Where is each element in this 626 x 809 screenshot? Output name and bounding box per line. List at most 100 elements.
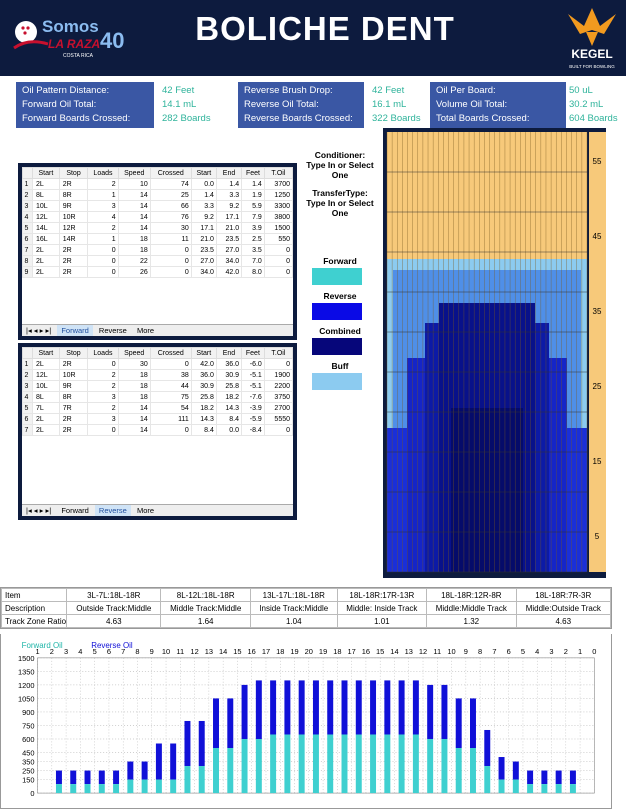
table-cell[interactable]: 10R	[58, 211, 89, 223]
table-cell[interactable]: 10L	[32, 200, 60, 212]
table-cell[interactable]: 1.4	[215, 178, 243, 190]
table-cell[interactable]: 3.3	[215, 189, 243, 201]
table-row[interactable]: 8 2L 2R 0 22 0 27.0 34.0 7.0 0	[22, 255, 294, 267]
table-cell[interactable]: 8.0	[241, 266, 265, 278]
table-cell[interactable]: 0	[263, 266, 294, 278]
table-cell[interactable]: 1	[87, 189, 119, 201]
table-cell[interactable]: 0.0	[190, 178, 217, 190]
table-cell[interactable]: 27.0	[190, 255, 217, 267]
table-cell[interactable]: 8.4	[190, 424, 217, 436]
table-cell[interactable]: 1.9	[241, 189, 265, 201]
table-cell[interactable]: 14	[117, 413, 151, 425]
table-row[interactable]: 9 2L 2R 0 26 0 34.0 42.0 8.0 0	[22, 266, 294, 278]
table-cell[interactable]: 2R	[58, 178, 89, 190]
table-cell[interactable]: -3.9	[241, 402, 265, 414]
table-cell[interactable]: 2	[87, 178, 119, 190]
transfer-type-select[interactable]: TransferType: Type In or Select One	[306, 188, 374, 218]
table-cell[interactable]: 14	[117, 200, 151, 212]
table-row[interactable]: 7 2L 2R 0 18 0 23.5 27.0 3.5 0	[22, 244, 294, 256]
table-cell[interactable]: 9R	[58, 200, 89, 212]
table-cell[interactable]: 0	[87, 266, 119, 278]
table-cell[interactable]: 11	[149, 233, 192, 245]
table-cell[interactable]: 30	[149, 222, 192, 234]
table-cell[interactable]: 30	[117, 358, 151, 370]
table-cell[interactable]: 2L	[32, 358, 60, 370]
table-cell[interactable]: 3300	[263, 200, 294, 212]
table-cell[interactable]: 30.9	[215, 369, 243, 381]
table-cell[interactable]: 1	[87, 233, 119, 245]
table-cell[interactable]: 18	[117, 380, 151, 392]
table-cell[interactable]: 8R	[58, 189, 89, 201]
table-cell[interactable]: 2.5	[241, 233, 265, 245]
table-cell[interactable]: 0	[149, 266, 192, 278]
table-row[interactable]: 5 7L 7R 2 14 54 18.2 14.3 -3.9 2700	[22, 402, 294, 414]
table-cell[interactable]: 7R	[58, 402, 89, 414]
table-cell[interactable]: 18	[117, 233, 151, 245]
table-cell[interactable]: 2	[87, 380, 119, 392]
table-row[interactable]: 4 8L 8R 3 18 75 25.8 18.2 -7.6 3750	[22, 391, 294, 403]
table-cell[interactable]: 1900	[263, 369, 294, 381]
table-cell[interactable]: 8L	[32, 189, 60, 201]
table-cell[interactable]: 2L	[32, 424, 60, 436]
table-cell[interactable]: -7.6	[241, 391, 265, 403]
table-cell[interactable]: 22	[117, 255, 151, 267]
table-cell[interactable]: 3	[87, 413, 119, 425]
table-cell[interactable]: 14R	[58, 233, 89, 245]
table-cell[interactable]: 16L	[32, 233, 60, 245]
table-cell[interactable]: 12R	[58, 222, 89, 234]
table-cell[interactable]: 0.0	[215, 424, 243, 436]
table-cell[interactable]: 7	[22, 424, 33, 436]
table-cell[interactable]: 8	[22, 255, 33, 267]
table-cell[interactable]: 25.8	[215, 380, 243, 392]
table-cell[interactable]: 7.9	[241, 211, 265, 223]
table-cell[interactable]: 2R	[58, 266, 89, 278]
table-cell[interactable]: 74	[149, 178, 192, 190]
tab-reverse[interactable]: Reverse	[94, 505, 131, 516]
table-cell[interactable]: 1250	[263, 189, 294, 201]
table-cell[interactable]: 14	[117, 402, 151, 414]
table-cell[interactable]: 0	[87, 244, 119, 256]
table-cell[interactable]: 17.1	[190, 222, 217, 234]
table-cell[interactable]: 4	[22, 391, 33, 403]
table-cell[interactable]: 7L	[32, 402, 60, 414]
table-cell[interactable]: 21.0	[215, 222, 243, 234]
table-cell[interactable]: 18	[117, 391, 151, 403]
table-cell[interactable]: 34.0	[215, 255, 243, 267]
table-cell[interactable]: 550	[263, 233, 294, 245]
table-cell[interactable]: 10R	[58, 369, 89, 381]
table-row[interactable]: 3 10L 9R 3 14 66 3.3 9.2 5.9 3300	[22, 200, 294, 212]
table-cell[interactable]: 27.0	[215, 244, 243, 256]
table-cell[interactable]: 14L	[32, 222, 60, 234]
table-cell[interactable]: 0	[263, 255, 294, 267]
tab-forward[interactable]: Forward	[57, 325, 93, 336]
table-cell[interactable]: 0	[87, 358, 119, 370]
table-cell[interactable]: 2	[22, 369, 33, 381]
table-cell[interactable]: 4	[87, 211, 119, 223]
tab-forward[interactable]: Forward	[61, 506, 89, 515]
table-cell[interactable]: 0	[149, 358, 192, 370]
table-cell[interactable]: 2700	[263, 402, 294, 414]
table-cell[interactable]: 9R	[58, 380, 89, 392]
conditioner-select[interactable]: Conditioner: Type In or Select One	[306, 150, 374, 180]
table-cell[interactable]: 2	[87, 222, 119, 234]
table-cell[interactable]: 5.9	[241, 200, 265, 212]
table-cell[interactable]: 5	[22, 402, 33, 414]
table-cell[interactable]: 14	[117, 424, 151, 436]
table-cell[interactable]: 3.5	[241, 244, 265, 256]
table-cell[interactable]: 25	[149, 189, 192, 201]
table-cell[interactable]: 7	[22, 244, 33, 256]
tab-nav-arrows[interactable]: |◂ ◂ ▸ ▸|	[26, 506, 52, 515]
table-cell[interactable]: -5.1	[241, 380, 265, 392]
table-cell[interactable]: 1.4	[190, 189, 217, 201]
tab-more[interactable]: More	[136, 506, 155, 515]
table-row[interactable]: 3 10L 9R 2 18 44 30.9 25.8 -5.1 2200	[22, 380, 294, 392]
table-cell[interactable]: 8R	[58, 391, 89, 403]
table-cell[interactable]: 8.4	[215, 413, 243, 425]
table-cell[interactable]: 36.0	[190, 369, 217, 381]
table-cell[interactable]: 111	[149, 413, 192, 425]
reverse-steps-table[interactable]: Start Stop Loads Speed Crossed Start End Feet T.…	[22, 347, 294, 436]
table-cell[interactable]: 3750	[263, 391, 294, 403]
table-cell[interactable]: 14	[117, 222, 151, 234]
table-cell[interactable]: 6	[22, 233, 33, 245]
table-cell[interactable]: 23.5	[190, 244, 217, 256]
